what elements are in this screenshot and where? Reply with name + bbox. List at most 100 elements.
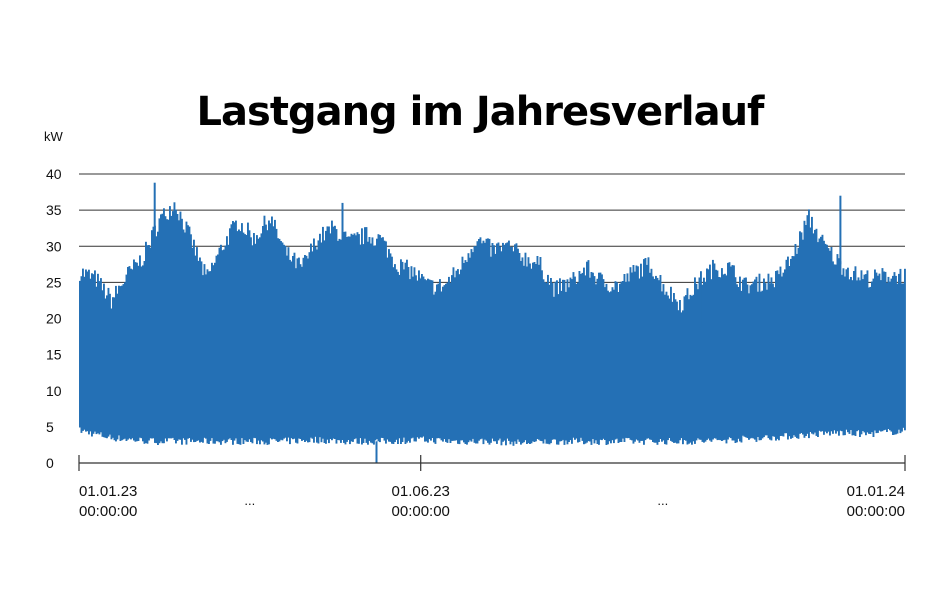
series-bar [433,294,435,443]
series-bar [520,261,522,445]
series-bar [637,266,639,441]
series-bar [199,257,201,443]
series-bar [206,269,209,444]
series-spike [699,280,702,328]
series-bar [119,286,122,441]
series-bar [341,234,344,440]
series-bar [398,274,401,439]
series-bar [202,275,204,443]
series-bar [572,272,575,438]
series-bar [494,253,497,442]
series-bar [139,255,141,438]
series-bar [605,283,608,445]
series-bar [470,249,473,442]
series-bar [104,298,107,438]
series-bar [794,244,797,437]
series-bar [445,283,447,442]
series-bar [781,276,783,436]
series-bar [898,273,900,430]
series-bar [511,246,513,442]
series-bar [97,273,99,434]
series-bar [124,282,126,439]
series-bar [367,241,369,445]
series-bar [377,234,380,442]
series-bar [490,256,492,443]
series-bar [536,256,539,439]
y-tick-label: 10 [46,383,62,399]
series-bar [874,269,876,431]
series-bar [823,240,825,435]
series-bar [526,266,528,444]
series-bar [79,280,81,428]
series-bar [529,263,531,444]
y-axis-unit-label: kW [44,129,64,144]
series-bar [260,233,263,441]
series-bar [748,293,750,440]
series-spike [418,277,421,323]
series-bar [784,269,786,434]
series-bar [80,276,83,433]
series-bar [808,209,810,439]
x-tick-label-date: 01.01.24 [847,483,905,500]
series-bar [292,256,294,440]
series-bar [497,242,500,441]
series-bar [701,284,704,442]
y-tick-label: 30 [46,238,62,254]
series-bar [670,286,672,441]
series-bar [338,238,341,441]
series-bar [791,256,794,438]
series-bar [281,242,284,441]
series-bar [868,287,870,434]
series-bar [239,231,242,445]
series-bar [229,228,231,439]
series-bar [146,245,149,444]
series-bar [682,310,684,445]
series-bar [148,245,150,441]
series-bar [811,216,813,434]
series-bar [143,261,146,444]
series-bar [301,266,303,441]
series-bar [127,267,129,440]
series-bar [137,265,140,441]
series-bar [259,237,261,445]
series-bar [416,280,419,438]
series-bar [356,232,359,444]
series-bar [853,271,855,436]
series-bar [851,280,854,436]
series-bar [703,277,705,443]
series-bar [295,268,297,443]
series-bar [778,274,780,441]
series-bar [293,252,296,439]
series-bar [328,226,330,444]
series-bar [662,284,665,441]
series-bar [469,257,471,441]
series-bar [361,228,363,445]
series-bar [593,276,596,444]
series-bar [274,219,276,440]
series-bar [641,276,644,441]
series-bar [545,283,548,444]
series-bar [769,283,771,440]
series-bar [190,234,192,442]
series-bar [82,268,84,431]
series-bar [122,284,125,440]
series-bar [635,265,638,440]
y-axis-ticks: 0 5 10 15 20 25 30 35 40 [46,166,62,471]
series-bar [95,286,98,435]
series-bar [902,283,905,428]
series-bar [799,231,801,434]
series-bar [721,268,723,441]
series-bar [718,277,720,440]
series-bar [859,280,861,437]
series-bar [340,239,342,443]
series-bar [266,230,269,445]
series-bar [154,225,156,443]
series-bar [787,256,789,440]
series-bar [400,259,402,444]
y-tick-label: 5 [46,419,54,435]
series-bar [109,293,111,435]
series-bar [272,226,275,439]
series-bar [385,241,387,444]
series-bar [817,242,819,437]
